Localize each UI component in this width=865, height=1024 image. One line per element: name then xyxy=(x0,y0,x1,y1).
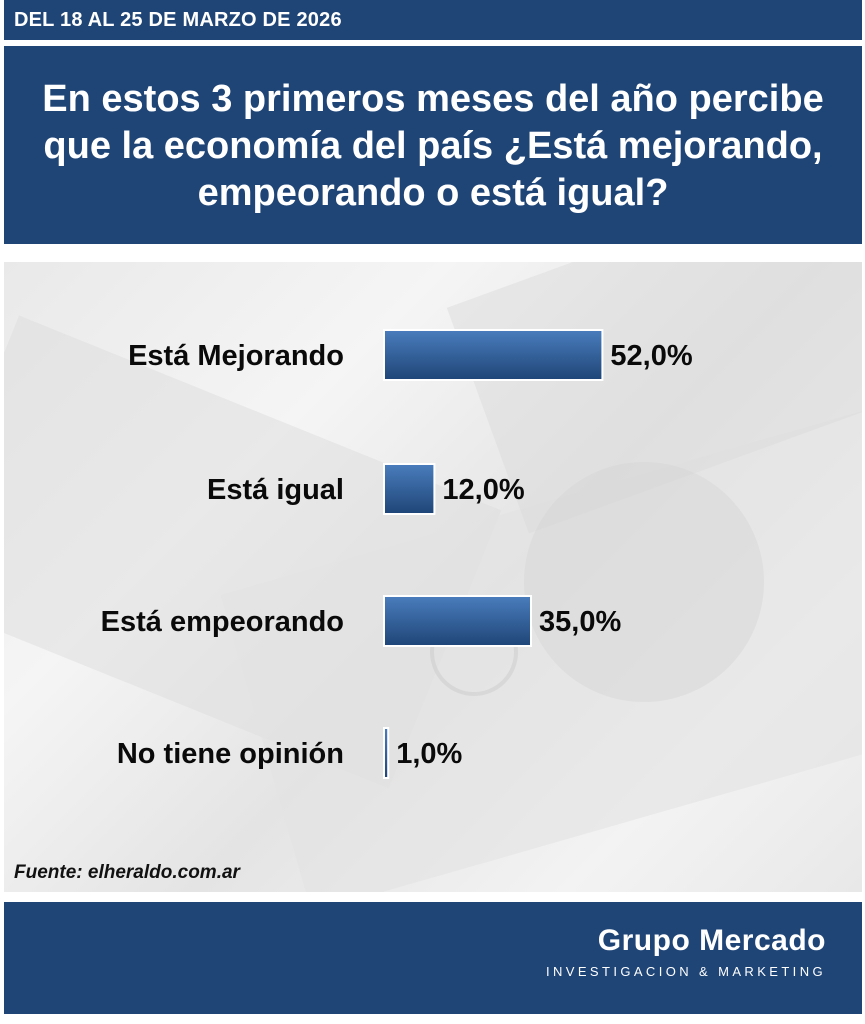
brand-name: Grupo Mercado xyxy=(597,924,826,957)
value-label-esta-empeorando: 35,0% xyxy=(539,606,621,638)
bar-esta-mejorando xyxy=(383,329,604,381)
category-label-esta-mejorando: Está Mejorando xyxy=(128,340,344,372)
source-credit: Fuente: elheraldo.com.ar xyxy=(14,862,240,883)
category-label-esta-igual: Está igual xyxy=(207,474,344,506)
question-banner: En estos 3 primeros meses del año percib… xyxy=(4,46,862,244)
category-label-no-tiene-opinion: No tiene opinión xyxy=(117,738,344,770)
brand-tagline: INVESTIGACION & MARKETING xyxy=(545,964,826,979)
value-label-esta-igual: 12,0% xyxy=(442,474,524,506)
chart-panel: Está Mejorando 52,0% Está igual 12,0% Está e… xyxy=(4,262,862,892)
bar-esta-igual xyxy=(383,463,436,515)
bar-chart: Está Mejorando 52,0% Está igual 12,0% Está e… xyxy=(101,329,693,779)
bar-no-tiene-opinion xyxy=(383,727,390,779)
footer-banner: Grupo Mercado INVESTIGACION & MARKETING xyxy=(4,902,862,1014)
bar-esta-empeorando xyxy=(383,595,532,647)
date-range: DEL 18 AL 25 DE MARZO DE 2026 xyxy=(14,9,342,31)
question-title: En estos 3 primeros meses del año percib… xyxy=(42,78,824,214)
value-label-esta-mejorando: 52,0% xyxy=(610,340,692,372)
value-label-no-tiene-opinion: 1,0% xyxy=(396,738,462,770)
category-label-esta-empeorando: Está empeorando xyxy=(101,606,344,638)
date-banner: DEL 18 AL 25 DE MARZO DE 2026 xyxy=(4,0,862,40)
banknote-background xyxy=(4,262,862,892)
brand-logo: Grupo Mercado INVESTIGACION & MARKETING xyxy=(546,924,826,979)
